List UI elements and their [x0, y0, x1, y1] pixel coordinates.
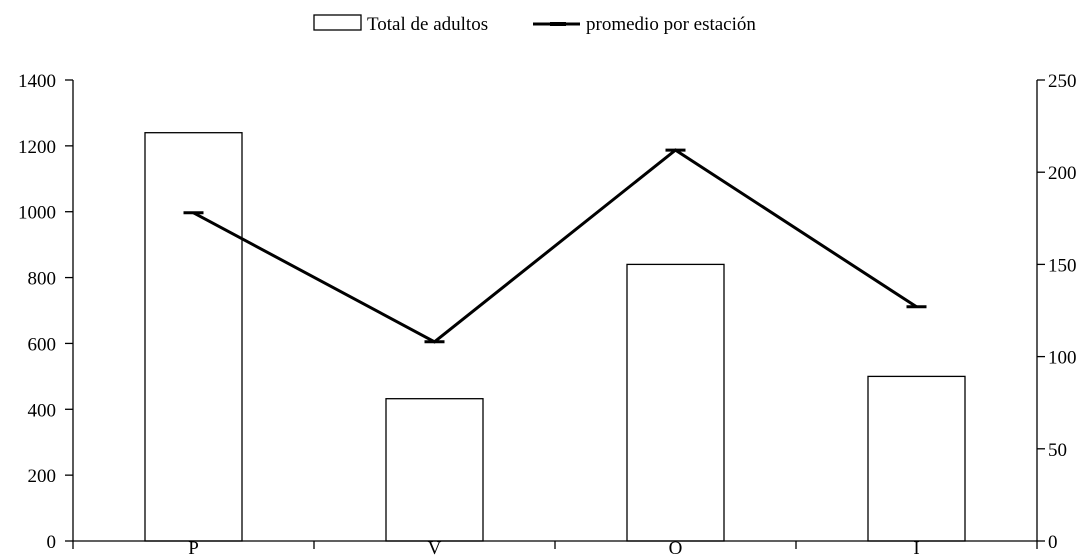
y-right-tick-label: 100	[1048, 348, 1077, 369]
legend-swatch-bar	[313, 14, 362, 31]
bar-p	[144, 132, 243, 542]
x-tick-label-p: P	[188, 538, 199, 557]
y-left-tick-label: 800	[28, 269, 57, 290]
y-right-tick-label: 150	[1048, 255, 1077, 276]
legend-label-line: promedio por estación	[586, 14, 756, 35]
y-left-tick-label: 1400	[18, 71, 56, 92]
line-path	[192, 148, 918, 344]
bar-o	[626, 263, 725, 542]
y-left-tick-label: 1200	[18, 137, 56, 158]
x-tick-label-o: O	[669, 538, 683, 557]
legend: Total de adultos promedio por estación	[313, 14, 756, 35]
x-tick-label-v: V	[428, 538, 442, 557]
bar-i	[867, 375, 966, 542]
x-tick-label-i: I	[913, 538, 919, 557]
y-left-tick-label: 200	[28, 466, 57, 487]
axes: 0 200 400 600 800 1000 1200 1400 0 50 100 150 200 250…	[18, 71, 1077, 557]
y-left-tick-label: 1000	[18, 203, 56, 224]
y-right-tick-label: 50	[1048, 440, 1067, 461]
bar-series	[144, 132, 966, 542]
y-left-tick-label: 400	[28, 400, 57, 421]
line-series	[183, 148, 927, 344]
bar-v	[385, 398, 484, 542]
y-right-tick-label: 0	[1048, 532, 1058, 553]
legend-label-bar: Total de adultos	[367, 14, 488, 35]
y-left-tick-label: 0	[47, 532, 57, 553]
y-right-tick-label: 200	[1048, 163, 1077, 184]
y-right-tick-label: 250	[1048, 71, 1077, 92]
y-left-tick-label: 600	[28, 334, 57, 355]
